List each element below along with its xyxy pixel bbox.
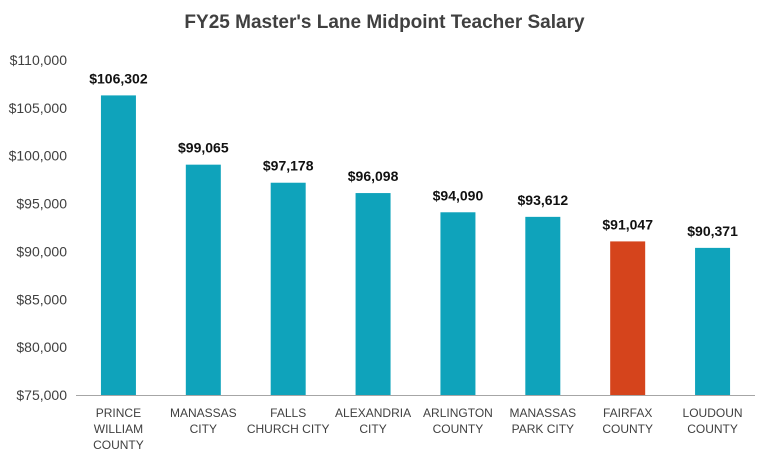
data-label: $96,098 xyxy=(348,168,399,184)
y-tick-label: $80,000 xyxy=(16,339,67,355)
x-tick-label-line: COUNTY xyxy=(687,422,738,436)
y-tick-label: $110,000 xyxy=(10,52,68,68)
data-label: $91,047 xyxy=(602,216,653,232)
y-tick-label: $75,000 xyxy=(16,387,67,403)
bar xyxy=(610,241,646,395)
data-label: $90,371 xyxy=(687,223,738,239)
x-tick-label-line: PARK CITY xyxy=(512,422,574,436)
y-axis: $75,000 $80,000 $85,000 $90,000 $95,000 $100,… xyxy=(9,52,68,403)
x-tick-label-line: COUNTY xyxy=(93,438,144,452)
y-tick-label: $90,000 xyxy=(16,243,67,259)
x-tick-label-line: LOUDOUN xyxy=(683,406,743,420)
y-tick-label: $105,000 xyxy=(9,100,68,116)
bar xyxy=(440,212,476,395)
x-axis: PRINCE WILLIAM COUNTY MANASSAS CITY FALLS CHUR… xyxy=(76,395,755,452)
y-tick-label: $100,000 xyxy=(9,148,68,164)
x-tick-label-line: COUNTY xyxy=(602,422,653,436)
x-tick-label-line: ARLINGTON xyxy=(423,406,493,420)
x-tick-label-line: COUNTY xyxy=(433,422,484,436)
data-label: $93,612 xyxy=(518,192,569,208)
y-tick-label: $95,000 xyxy=(16,196,67,212)
data-label: $97,178 xyxy=(263,158,314,174)
x-tick-label-line: CITY xyxy=(359,422,386,436)
x-tick-label-line: ALEXANDRIA xyxy=(335,406,411,420)
x-tick-label-line: MANASSAS xyxy=(170,406,237,420)
x-tick-label: PRINCE WILLIAM COUNTY xyxy=(93,406,144,452)
bar xyxy=(525,216,561,395)
x-tick-label: MANASSAS CITY xyxy=(170,406,237,436)
x-tick-label: FAIRFAX COUNTY xyxy=(602,406,653,436)
x-tick-label: MANASSAS PARK CITY xyxy=(509,406,576,436)
bar xyxy=(270,182,306,395)
x-tick-label: ARLINGTON COUNTY xyxy=(423,406,493,436)
x-tick-label-line: WILLIAM xyxy=(94,422,143,436)
x-tick-label: FALLS CHURCH CITY xyxy=(247,406,330,436)
bar xyxy=(355,193,391,395)
data-labels: $106,302 $99,065 $97,178 $96,098 $94,090 $93,… xyxy=(89,70,738,238)
data-label: $94,090 xyxy=(433,187,484,203)
x-tick-label-line: CITY xyxy=(190,422,217,436)
chart-title: FY25 Master's Lane Midpoint Teacher Sala… xyxy=(184,12,585,33)
x-tick-label-line: PRINCE xyxy=(96,406,141,420)
data-label: $106,302 xyxy=(89,70,148,86)
bar xyxy=(185,164,221,395)
x-tick-label-line: FALLS xyxy=(270,406,306,420)
x-tick-label-line: MANASSAS xyxy=(509,406,576,420)
bars xyxy=(100,95,731,395)
x-tick-label: ALEXANDRIA CITY xyxy=(335,406,411,436)
bar xyxy=(695,247,731,395)
bar xyxy=(100,95,136,395)
x-tick-label-line: CHURCH CITY xyxy=(247,422,330,436)
data-label: $99,065 xyxy=(178,140,229,156)
y-tick-label: $85,000 xyxy=(16,291,67,307)
x-tick-label-line: FAIRFAX xyxy=(603,406,652,420)
x-tick-label: LOUDOUN COUNTY xyxy=(683,406,743,436)
